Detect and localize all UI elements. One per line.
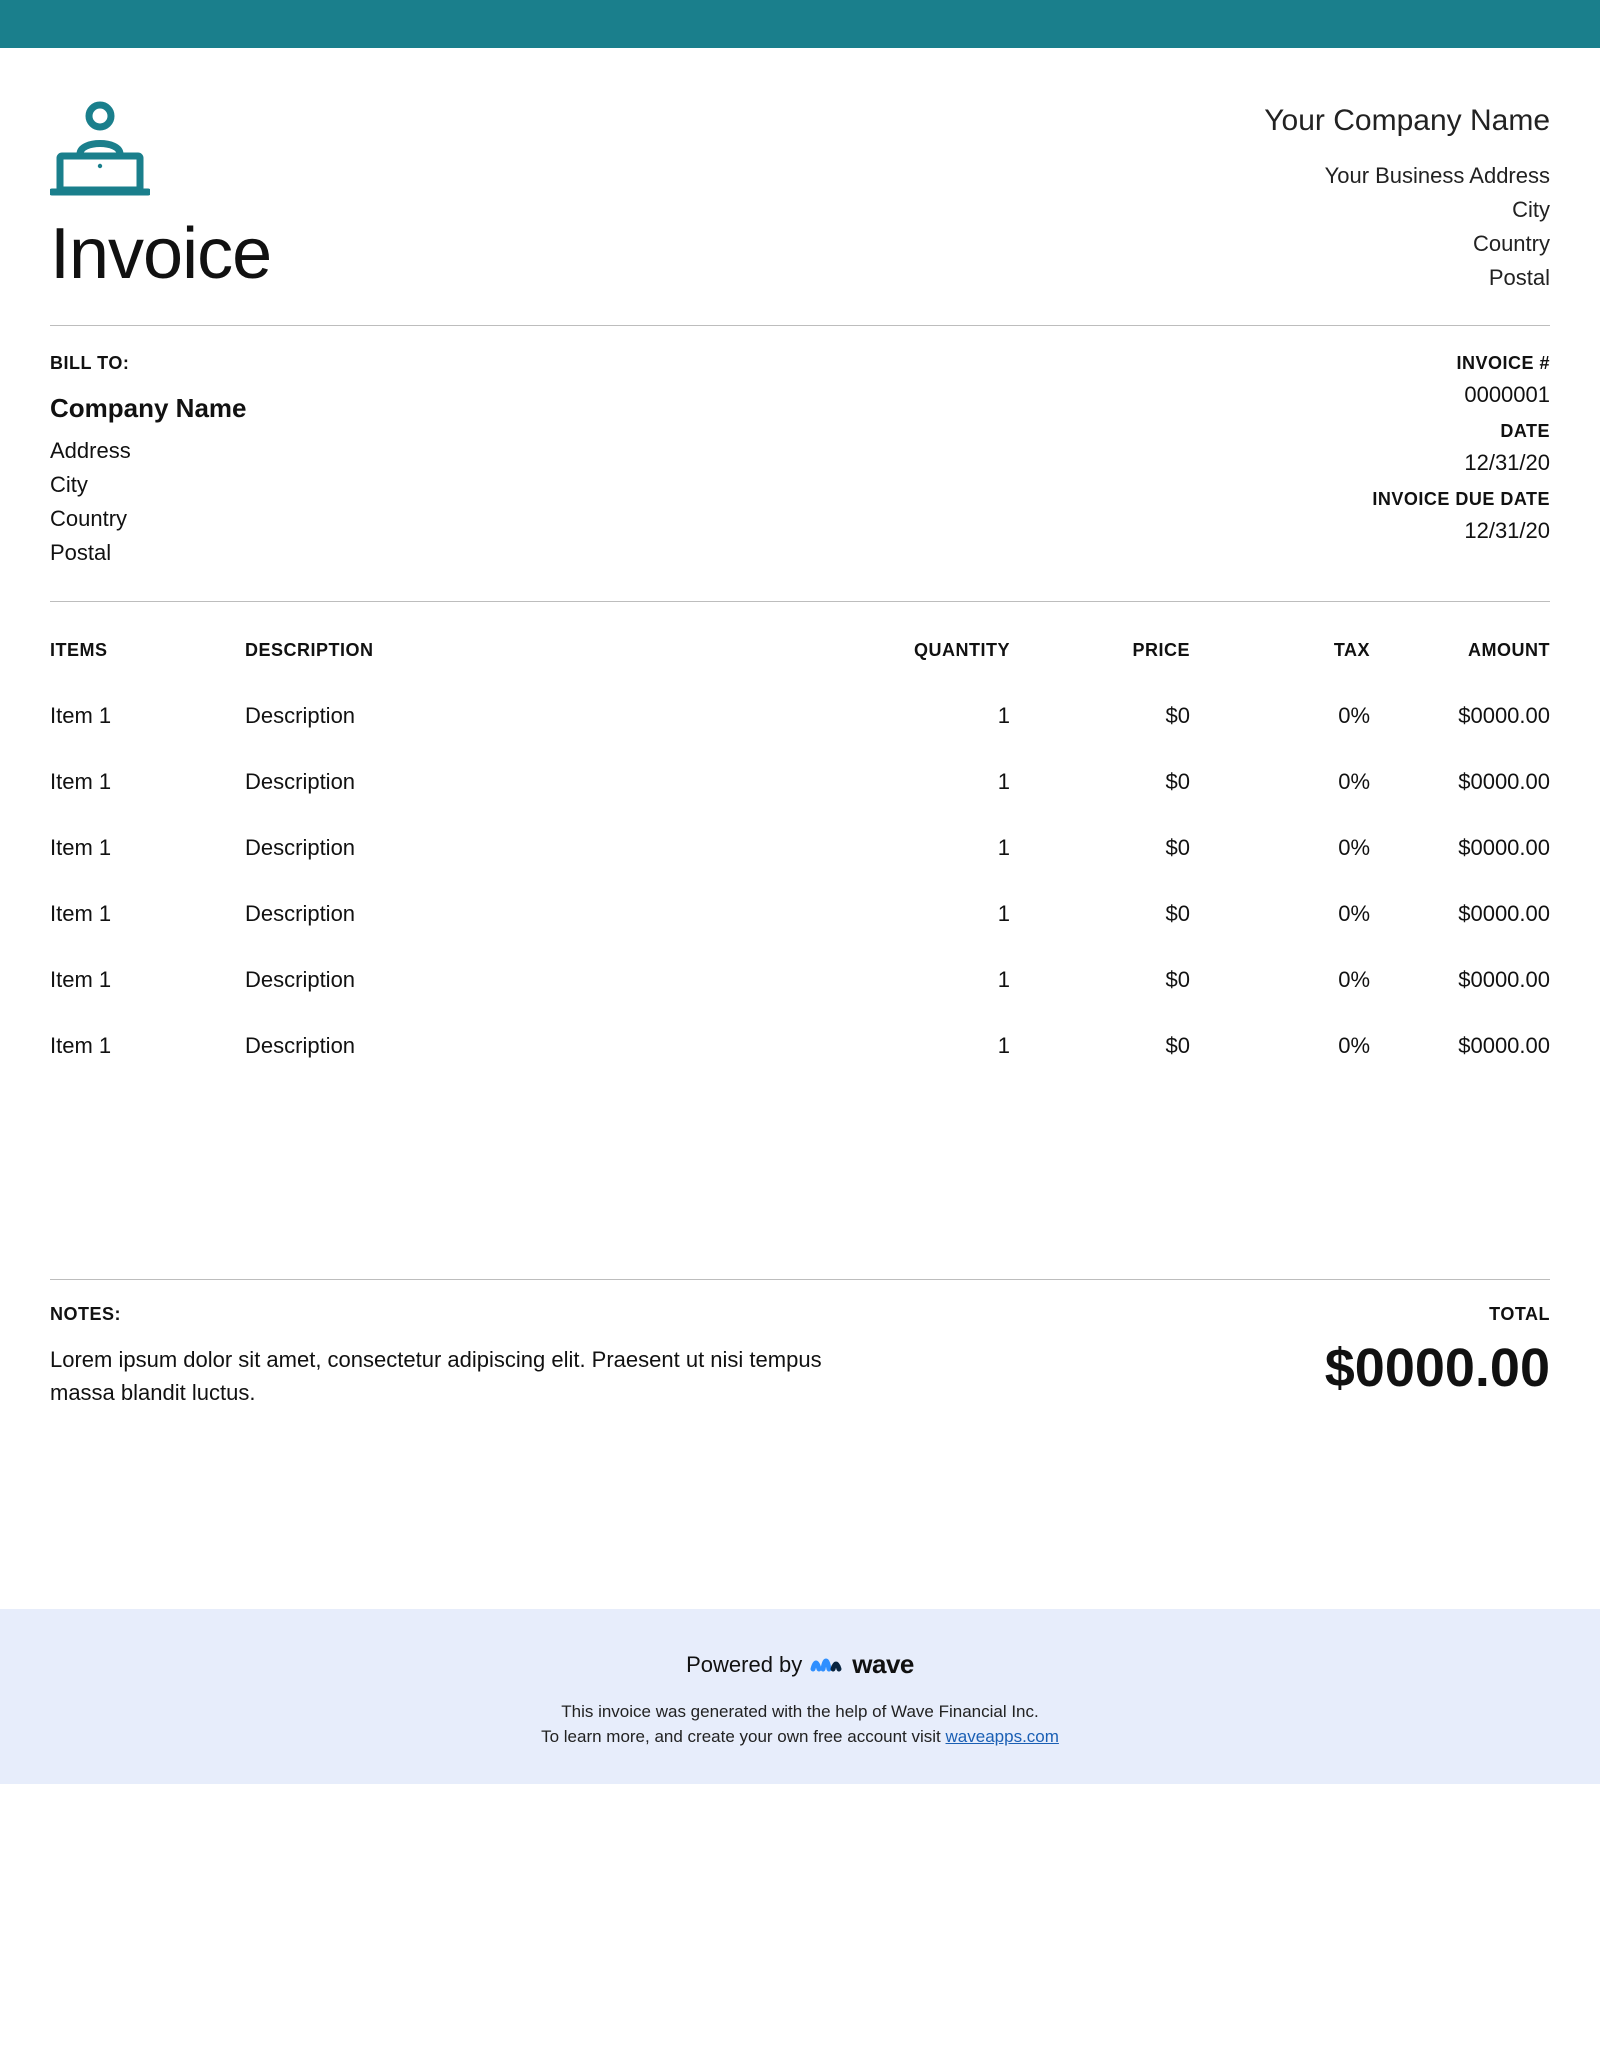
bill-to-postal: Postal <box>50 536 247 570</box>
cell-amount: $0000.00 <box>1370 815 1550 881</box>
company-city: City <box>1264 193 1550 227</box>
divider <box>50 601 1550 602</box>
cell-amount: $0000.00 <box>1370 683 1550 749</box>
line-items-table: ITEMS DESCRIPTION QUANTITY PRICE TAX AMO… <box>50 626 1550 1079</box>
notes-text: Lorem ipsum dolor sit amet, consectetur … <box>50 1343 875 1409</box>
notes-block: NOTES: Lorem ipsum dolor sit amet, conse… <box>50 1304 875 1409</box>
cell-item: Item 1 <box>50 683 245 749</box>
cell-description: Description <box>245 815 830 881</box>
bill-to-name: Company Name <box>50 388 247 428</box>
invoice-number-label: INVOICE # <box>1372 350 1550 378</box>
invoice-due-label: INVOICE DUE DATE <box>1372 486 1550 514</box>
invoice-page: Invoice Your Company Name Your Business … <box>0 48 1600 1409</box>
col-items: ITEMS <box>50 626 245 683</box>
divider <box>50 325 1550 326</box>
table-row: Item 1Description1$00%$0000.00 <box>50 881 1550 947</box>
cell-price: $0 <box>1010 947 1190 1013</box>
cell-description: Description <box>245 881 830 947</box>
table-header-row: ITEMS DESCRIPTION QUANTITY PRICE TAX AMO… <box>50 626 1550 683</box>
bill-to-city: City <box>50 468 247 502</box>
footer-subtext: This invoice was generated with the help… <box>0 1699 1600 1750</box>
footer-line2: To learn more, and create your own free … <box>0 1724 1600 1750</box>
cell-quantity: 1 <box>830 815 1010 881</box>
invoice-due-date: 12/31/20 <box>1372 514 1550 548</box>
company-country: Country <box>1264 227 1550 261</box>
cell-price: $0 <box>1010 1013 1190 1079</box>
col-quantity: QUANTITY <box>830 626 1010 683</box>
bill-to-block: BILL TO: Company Name Address City Count… <box>50 350 247 571</box>
notes-label: NOTES: <box>50 1304 875 1325</box>
total-block: TOTAL $0000.00 <box>1325 1304 1550 1399</box>
cell-description: Description <box>245 947 830 1013</box>
cell-price: $0 <box>1010 683 1190 749</box>
cell-tax: 0% <box>1190 749 1370 815</box>
company-block: Your Company Name Your Business Address … <box>1264 98 1550 295</box>
divider <box>50 1279 1550 1280</box>
cell-item: Item 1 <box>50 881 245 947</box>
meta-row: BILL TO: Company Name Address City Count… <box>50 350 1550 571</box>
table-row: Item 1Description1$00%$0000.00 <box>50 815 1550 881</box>
col-tax: TAX <box>1190 626 1370 683</box>
cell-tax: 0% <box>1190 683 1370 749</box>
footer-line2-pre: To learn more, and create your own free … <box>541 1727 945 1746</box>
col-amount: AMOUNT <box>1370 626 1550 683</box>
footer-line1: This invoice was generated with the help… <box>0 1699 1600 1725</box>
freelancer-icon <box>50 98 271 203</box>
table-row: Item 1Description1$00%$0000.00 <box>50 683 1550 749</box>
table-row: Item 1Description1$00%$0000.00 <box>50 947 1550 1013</box>
cell-tax: 0% <box>1190 881 1370 947</box>
bill-to-label: BILL TO: <box>50 350 247 378</box>
spacer <box>50 1079 1550 1249</box>
cell-tax: 0% <box>1190 947 1370 1013</box>
invoice-meta-block: INVOICE # 0000001 DATE 12/31/20 INVOICE … <box>1372 350 1550 571</box>
accent-bar <box>0 0 1600 48</box>
cell-description: Description <box>245 1013 830 1079</box>
company-address: Your Business Address <box>1264 159 1550 193</box>
cell-item: Item 1 <box>50 815 245 881</box>
invoice-date-label: DATE <box>1372 418 1550 446</box>
totals-row: NOTES: Lorem ipsum dolor sit amet, conse… <box>50 1304 1550 1409</box>
col-price: PRICE <box>1010 626 1190 683</box>
cell-quantity: 1 <box>830 947 1010 1013</box>
company-name: Your Company Name <box>1264 98 1550 145</box>
cell-item: Item 1 <box>50 1013 245 1079</box>
col-description: DESCRIPTION <box>245 626 830 683</box>
cell-tax: 0% <box>1190 815 1370 881</box>
cell-price: $0 <box>1010 749 1190 815</box>
cell-quantity: 1 <box>830 749 1010 815</box>
header-row: Invoice Your Company Name Your Business … <box>50 98 1550 295</box>
cell-description: Description <box>245 749 830 815</box>
bill-to-address: Address <box>50 434 247 468</box>
wave-logo-icon <box>810 1649 844 1681</box>
table-row: Item 1Description1$00%$0000.00 <box>50 749 1550 815</box>
cell-price: $0 <box>1010 881 1190 947</box>
footer: Powered by wave This invoice was generat… <box>0 1609 1600 1784</box>
cell-item: Item 1 <box>50 947 245 1013</box>
cell-quantity: 1 <box>830 1013 1010 1079</box>
logo-block: Invoice <box>50 98 271 295</box>
cell-tax: 0% <box>1190 1013 1370 1079</box>
total-label: TOTAL <box>1325 1304 1550 1325</box>
cell-amount: $0000.00 <box>1370 881 1550 947</box>
cell-amount: $0000.00 <box>1370 749 1550 815</box>
cell-quantity: 1 <box>830 881 1010 947</box>
document-title: Invoice <box>50 213 271 295</box>
waveapps-link[interactable]: waveapps.com <box>946 1727 1059 1746</box>
cell-price: $0 <box>1010 815 1190 881</box>
cell-description: Description <box>245 683 830 749</box>
cell-amount: $0000.00 <box>1370 947 1550 1013</box>
bill-to-country: Country <box>50 502 247 536</box>
powered-by: Powered by wave <box>686 1649 914 1681</box>
invoice-date: 12/31/20 <box>1372 446 1550 480</box>
powered-by-text: Powered by <box>686 1652 802 1678</box>
cell-amount: $0000.00 <box>1370 1013 1550 1079</box>
total-amount: $0000.00 <box>1325 1337 1550 1399</box>
company-postal: Postal <box>1264 261 1550 295</box>
cell-item: Item 1 <box>50 749 245 815</box>
invoice-number: 0000001 <box>1372 378 1550 412</box>
table-row: Item 1Description1$00%$0000.00 <box>50 1013 1550 1079</box>
wave-brand-text: wave <box>852 1649 914 1680</box>
cell-quantity: 1 <box>830 683 1010 749</box>
